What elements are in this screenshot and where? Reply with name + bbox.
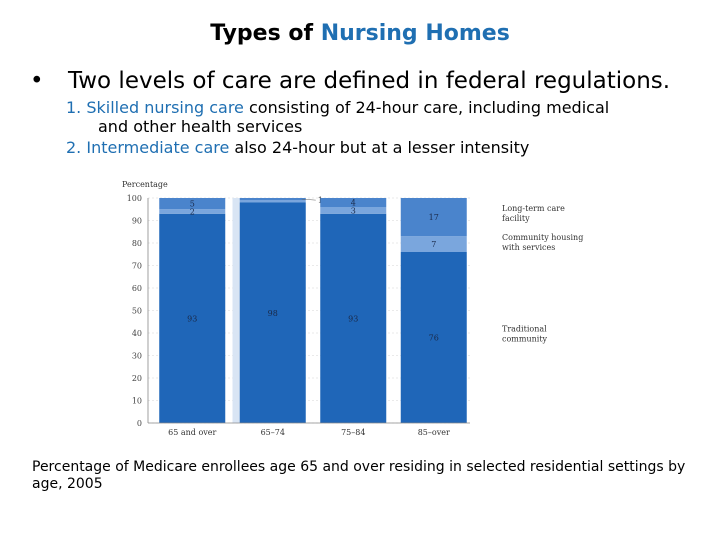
x-tick-label: 65–74	[261, 428, 285, 437]
y-tick-label: 70	[132, 262, 142, 271]
y-tick-label: 40	[132, 329, 142, 338]
list-item-2: 2. Intermediate care also 24-hour but at…	[66, 138, 529, 157]
bullet-icon: •	[30, 68, 44, 94]
data-label: 93	[348, 314, 358, 323]
x-tick-label: 85–over	[418, 428, 450, 437]
data-label: 4	[351, 199, 356, 208]
bar-segment	[320, 198, 387, 207]
figure-caption: Percentage of Medicare enrollees age 65 …	[32, 459, 686, 492]
bar-segment	[320, 207, 387, 214]
x-tick-label: 75–84	[341, 428, 365, 437]
data-label: 7	[431, 240, 436, 249]
bar-segment	[239, 202, 306, 423]
y-tick-label: 60	[132, 284, 142, 293]
y-tick-label: 20	[132, 374, 142, 383]
y-tick-label: 100	[127, 194, 142, 203]
legend-label: facility	[502, 214, 530, 223]
bar-segment	[320, 213, 387, 423]
item1-text-line2: and other health services	[98, 117, 303, 136]
item2-text: also 24-hour but at a lesser intensity	[229, 138, 530, 157]
data-label: 3	[351, 206, 356, 215]
bar-segment	[400, 198, 467, 237]
bar-segment	[400, 252, 467, 423]
list-item-1: 1. Skilled nursing care consisting of 24…	[66, 98, 609, 117]
bullet-text: Two levels of care are defined in federa…	[68, 68, 671, 94]
title-part2: Nursing Homes	[320, 21, 510, 46]
bar-segment	[239, 200, 306, 203]
bar-segment	[159, 198, 226, 210]
page-title: Types of Nursing Homes	[0, 21, 720, 46]
x-tick-label: 65 and over	[168, 428, 216, 437]
data-label: 5	[190, 200, 195, 209]
bullet-point: • Two levels of care are defined in feder…	[30, 68, 670, 94]
item1-highlight: Skilled nursing care	[86, 98, 244, 117]
item2-number: 2.	[66, 138, 82, 157]
item2-highlight: Intermediate care	[86, 138, 230, 157]
y-tick-label: 0	[137, 419, 142, 428]
legend-label: Traditional	[502, 325, 547, 334]
bar-segment	[159, 213, 226, 423]
legend-label: community	[502, 335, 548, 344]
data-label: 76	[429, 334, 439, 343]
bar-segment	[239, 198, 306, 201]
y-tick-label: 50	[132, 307, 142, 316]
leader-line	[301, 198, 316, 201]
bar-segment	[400, 236, 467, 252]
data-label: 2	[190, 208, 195, 217]
data-label: 98	[268, 309, 278, 318]
y-axis-label: Percentage	[122, 180, 168, 189]
stacked-bar-chart: Percentage 0 10 20 30 40 50 60 70 80 90 100 93 25 65 a…	[122, 180, 583, 437]
item1-text: consisting of 24-hour care, including me…	[243, 98, 610, 117]
item1-number: 1.	[66, 98, 82, 117]
y-tick-label: 30	[132, 352, 142, 361]
bar-segment	[159, 209, 226, 214]
legend-label: Long-term care	[502, 204, 565, 213]
data-label: 17	[429, 213, 439, 222]
title-part1: Types of	[210, 21, 321, 46]
y-tick-label: 10	[132, 397, 142, 406]
y-tick-label: 80	[132, 239, 142, 248]
data-label: 93	[187, 314, 197, 323]
y-tick-label: 90	[132, 217, 142, 226]
legend-label: with services	[502, 243, 555, 252]
legend-label: Community housing	[502, 233, 583, 242]
